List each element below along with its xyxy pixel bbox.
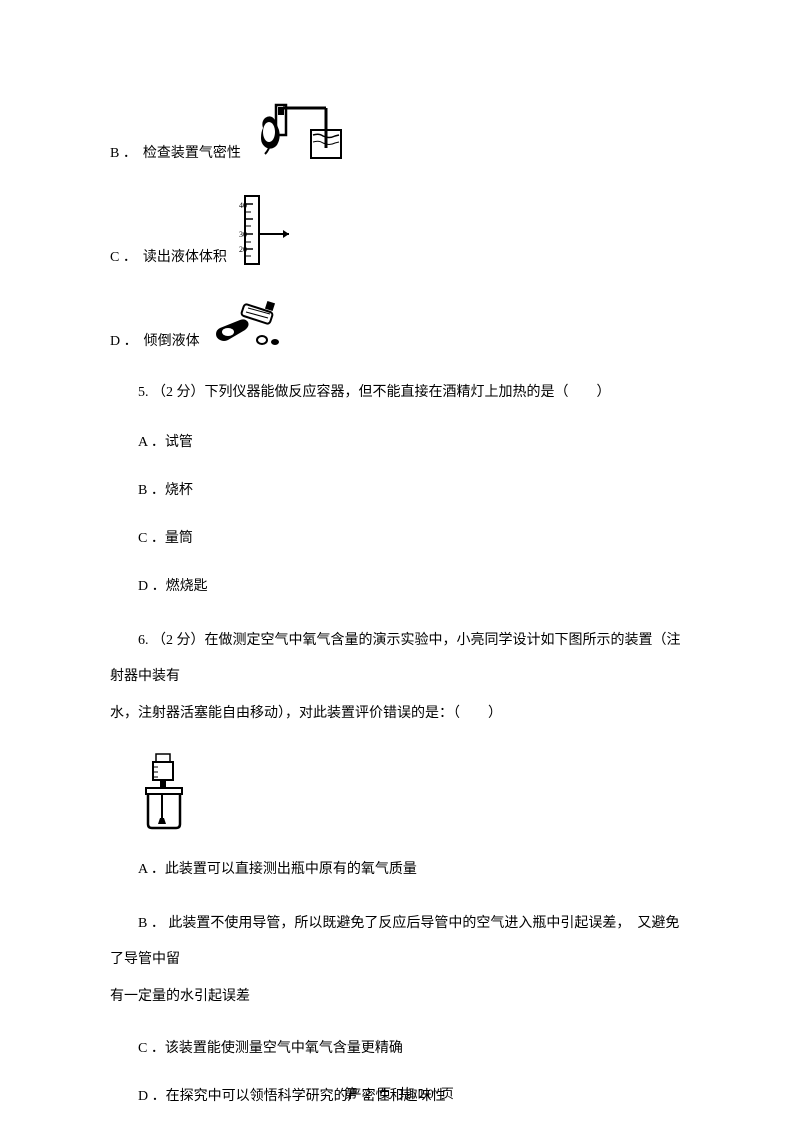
q5-c-text: 量筒 xyxy=(165,531,193,546)
svg-text:40: 40 xyxy=(239,201,247,210)
q5-option-d: D ．燃烧匙 xyxy=(110,575,690,595)
q6-option-b: B ． 此装置不使用导管，所以既避免了反应后导管中的空气进入瓶中引起误差， 又避… xyxy=(110,906,690,1015)
option-d-text: 倾倒液体 xyxy=(144,330,200,350)
q6-stem-line2: 水，注射器活塞能自由移动），对此装置评价错误的是：（ ） xyxy=(110,706,502,721)
option-c-text: 读出液体体积 xyxy=(143,246,227,266)
page-footer: 第 2 页 共 20 页 xyxy=(0,1083,800,1102)
q6-stem: 6. （2 分）在做测定空气中氧气含量的演示实验中，小亮同学设计如下图所示的装置… xyxy=(110,623,690,732)
q6-option-c: C ．该装置能使测量空气中氧气含量更精确 xyxy=(110,1037,690,1057)
q5-b-text: 烧杯 xyxy=(165,483,193,498)
option-c-label: C ． xyxy=(110,246,137,266)
q6-b-text3: 有一定量的水引起误差 xyxy=(110,989,250,1004)
q6-b-text1: 此装置不使用导管，所以既避免了反应后导管中的空气进入瓶中引起误差， xyxy=(165,916,624,931)
q6-a-text: 此装置可以直接测出瓶中原有的氧气质量 xyxy=(165,862,417,877)
q6-option-a: A ．此装置可以直接测出瓶中原有的氧气质量 xyxy=(110,858,690,878)
q6-b-label: B ． xyxy=(138,916,165,931)
svg-text:20: 20 xyxy=(239,245,247,254)
q5-c-label: C ． xyxy=(138,531,165,546)
option-b-text: 检查装置气密性 xyxy=(143,142,241,162)
pour-liquid-icon xyxy=(210,298,292,350)
q5-stem: 5. （2 分）下列仪器能做反应容器，但不能直接在酒精灯上加热的是（ ） xyxy=(110,378,690,409)
q5-option-c: C ．量筒 xyxy=(110,527,690,547)
syringe-bottle-icon xyxy=(138,752,690,830)
q6-a-label: A ． xyxy=(138,862,165,877)
option-d-label: D ． xyxy=(110,330,138,350)
q5-d-text: 燃烧匙 xyxy=(166,579,208,594)
option-b-row: B ． 检查装置气密性 xyxy=(110,100,690,162)
q5-a-text: 试管 xyxy=(165,435,193,450)
option-d-row: D ． 倾倒液体 xyxy=(110,298,690,350)
airtight-check-icon xyxy=(251,100,346,162)
q6-c-text: 该装置能使测量空气中氧气含量更精确 xyxy=(165,1041,403,1056)
option-b-label: B ． xyxy=(110,142,137,162)
q5-option-a: A ．试管 xyxy=(110,431,690,451)
q5-b-label: B ． xyxy=(138,483,165,498)
read-volume-icon: 40 30 20 xyxy=(237,194,297,266)
option-c-row: C ． 读出液体体积 40 30 20 xyxy=(110,194,690,266)
q5-d-label: D ． xyxy=(138,579,166,594)
q5-a-label: A ． xyxy=(138,435,165,450)
q6-stem-line1: 6. （2 分）在做测定空气中氧气含量的演示实验中，小亮同学设计如下图所示的装置… xyxy=(110,633,681,684)
q5-option-b: B ．烧杯 xyxy=(110,479,690,499)
svg-text:30: 30 xyxy=(239,230,247,239)
q6-c-label: C ． xyxy=(138,1041,165,1056)
